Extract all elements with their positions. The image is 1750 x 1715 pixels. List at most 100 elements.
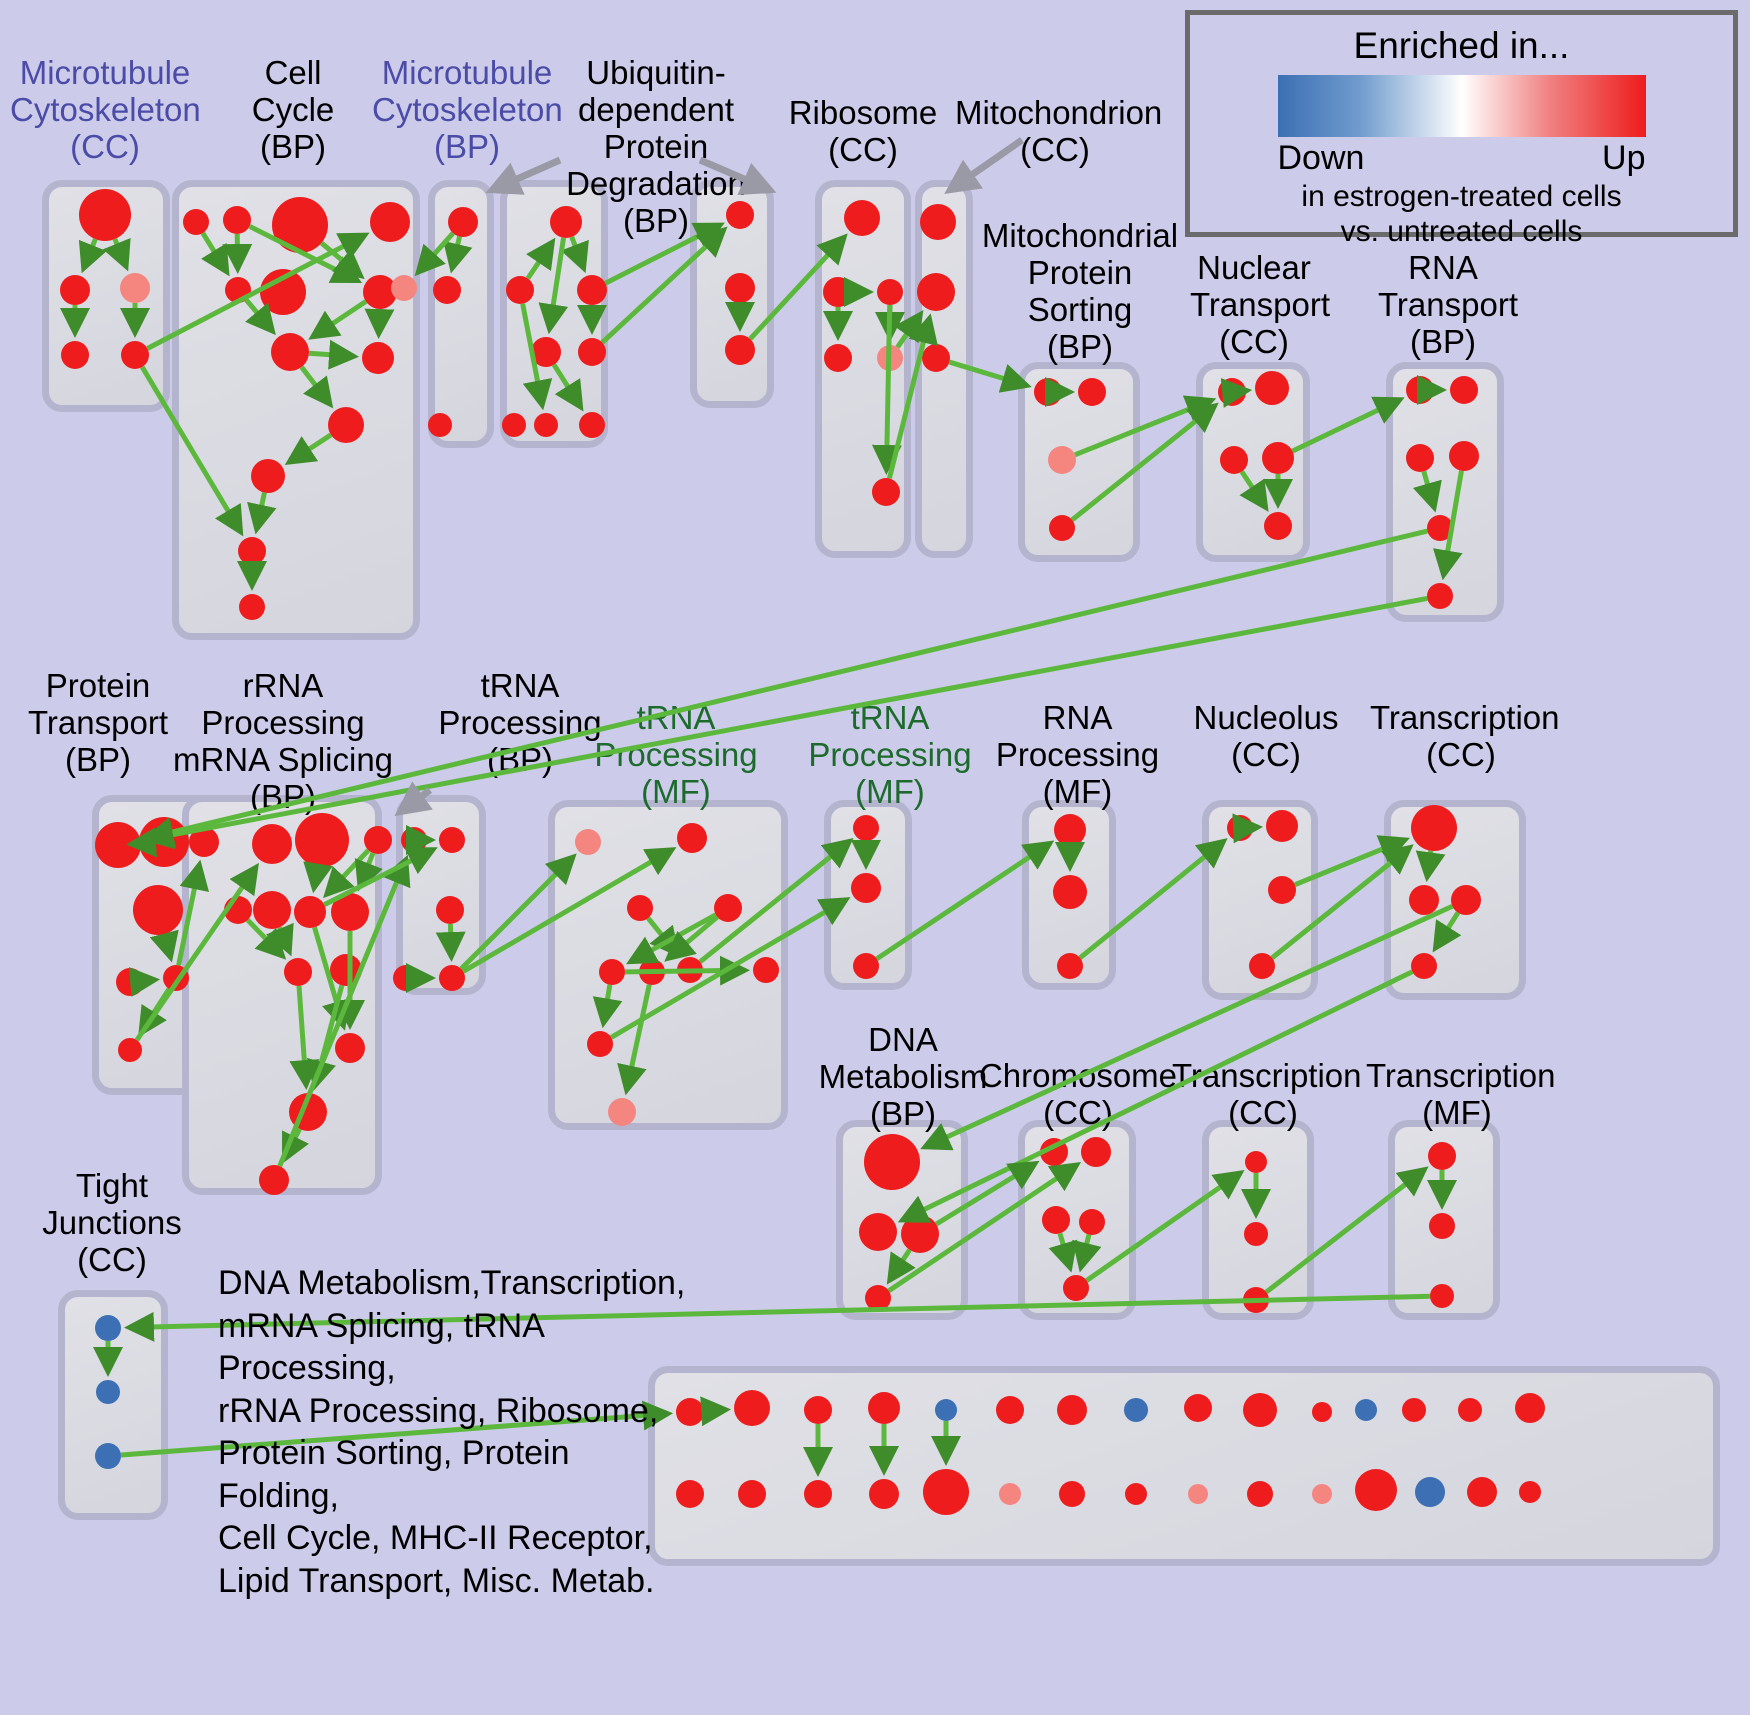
network-node <box>1264 512 1292 540</box>
label-nuclear-transport-cc: Nuclear Transport (CC) <box>1190 249 1330 360</box>
network-node <box>676 1480 704 1508</box>
network-node <box>1402 1398 1426 1422</box>
network-node <box>714 894 742 922</box>
network-node <box>439 965 465 991</box>
network-node <box>865 1285 891 1311</box>
network-node <box>401 827 427 853</box>
network-node <box>534 413 558 437</box>
network-node <box>1220 446 1248 474</box>
network-node <box>1415 1477 1445 1507</box>
network-node <box>1244 1222 1268 1246</box>
network-node <box>259 1165 289 1195</box>
network-node <box>853 953 879 979</box>
network-node <box>439 827 465 853</box>
network-node <box>725 273 755 303</box>
network-node <box>578 338 606 366</box>
network-node <box>1057 1395 1087 1425</box>
network-node <box>1048 446 1076 474</box>
network-node <box>252 824 292 864</box>
network-node <box>1255 371 1289 405</box>
network-node <box>1427 515 1453 541</box>
network-node <box>869 1479 899 1509</box>
network-node <box>121 341 149 369</box>
network-node <box>677 957 703 983</box>
network-node <box>1078 378 1106 406</box>
network-node <box>139 817 189 867</box>
network-node <box>1458 1398 1482 1422</box>
network-node <box>804 1480 832 1508</box>
network-node <box>95 1443 121 1469</box>
network-node <box>289 1093 327 1131</box>
network-node <box>877 279 903 305</box>
network-node <box>272 197 328 253</box>
legend-subtitle-line1: in estrogen-treated cells <box>1301 180 1622 213</box>
network-node <box>823 277 853 307</box>
network-node <box>677 823 707 853</box>
network-node <box>61 341 89 369</box>
network-node <box>1449 441 1479 471</box>
network-node <box>116 968 144 996</box>
network-node <box>1451 885 1481 915</box>
label-rrna-processing-mrna-splicing-bp: rRNA Processing mRNA Splicing (BP) <box>172 667 394 815</box>
network-node <box>1243 1393 1277 1427</box>
network-node <box>901 1215 939 1253</box>
network-node <box>734 1390 770 1426</box>
label-trna-processing-bp: tRNA Processing (BP) <box>438 667 602 778</box>
network-node <box>738 1480 766 1508</box>
legend-subtitle-line2: vs. untreated cells <box>1340 215 1583 248</box>
network-node <box>599 959 625 985</box>
network-node <box>284 958 312 986</box>
network-node <box>1057 953 1083 979</box>
network-node <box>118 1038 142 1062</box>
network-node <box>295 813 349 867</box>
network-node <box>133 885 183 935</box>
network-node <box>627 895 653 921</box>
network-node <box>253 891 291 929</box>
network-node <box>917 273 955 311</box>
legend-low-label: Down <box>1277 139 1365 177</box>
label-chromosome-cc: Chromosome (CC) <box>978 1057 1178 1131</box>
network-node <box>189 827 219 857</box>
network-node <box>922 344 950 372</box>
network-node <box>1227 815 1253 841</box>
network-node <box>920 204 956 240</box>
network-node <box>877 345 903 371</box>
label-protein-transport-bp: Protein Transport (BP) <box>28 667 168 778</box>
network-node <box>95 1315 121 1341</box>
network-node <box>1049 515 1075 541</box>
network-node <box>60 275 90 305</box>
legend-title: Enriched in... <box>1353 25 1570 66</box>
network-node <box>1054 814 1086 846</box>
legend-panel: Enriched in... Down Up in estrogen-treat… <box>1185 10 1738 248</box>
network-node <box>999 1483 1021 1505</box>
network-node <box>433 276 461 304</box>
network-node <box>502 413 526 437</box>
network-node <box>448 207 478 237</box>
network-node <box>391 275 417 301</box>
network-node <box>1406 444 1434 472</box>
network-node <box>238 537 266 565</box>
label-ribosome-cc: Ribosome (CC) <box>788 94 938 168</box>
network-node <box>370 202 410 242</box>
network-node <box>224 896 252 924</box>
network-node <box>271 333 309 371</box>
network-node <box>844 200 880 236</box>
label-mitochondrion-cc: Mitochondrion (CC) <box>955 94 1163 168</box>
label-transcription-cc-2: Transcription (CC) <box>1172 1057 1362 1131</box>
network-node <box>95 822 141 868</box>
network-node <box>1312 1484 1332 1504</box>
network-node <box>676 1398 704 1426</box>
legend-high-label: Up <box>1602 139 1646 177</box>
network-node <box>1266 810 1298 842</box>
network-node <box>225 277 251 303</box>
legend-color-bar <box>1277 75 1646 137</box>
label-microtubule-cytoskeleton-cc: Microtubule Cytoskeleton (CC) <box>10 54 201 165</box>
network-node <box>1519 1481 1541 1503</box>
network-node <box>1188 1484 1208 1504</box>
label-rna-processing-mf: RNA Processing (MF) <box>995 699 1160 810</box>
label-trna-processing-mf-2: tRNA Processing (MF) <box>808 699 972 810</box>
network-node <box>996 1396 1024 1424</box>
label-microtubule-cytoskeleton-bp: Microtubule Cytoskeleton (BP) <box>372 54 563 165</box>
network-node <box>183 209 209 235</box>
network-node <box>608 1098 636 1126</box>
